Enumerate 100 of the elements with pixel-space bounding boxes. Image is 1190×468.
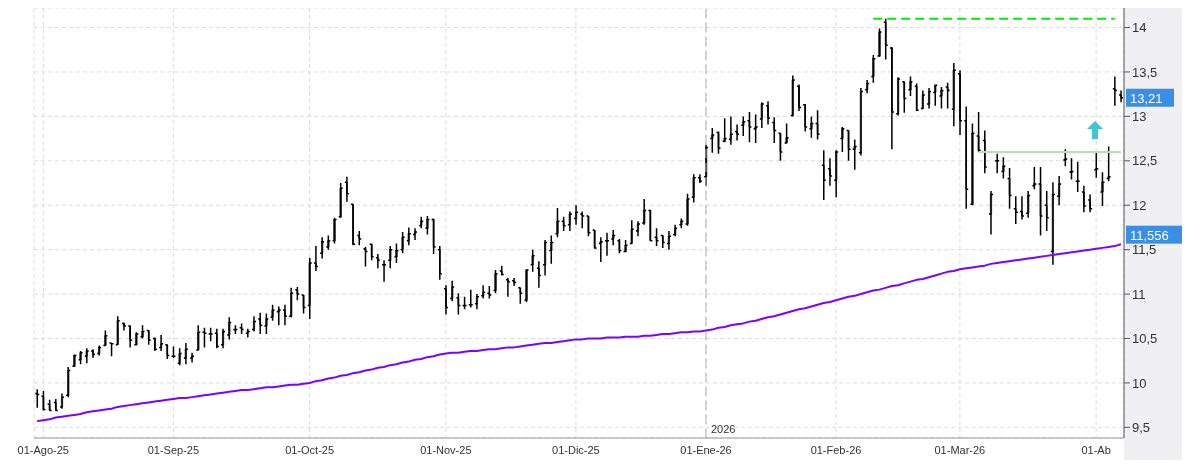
candlestick: [636, 220, 640, 238]
candlestick: [389, 245, 392, 270]
candlestick: [680, 217, 683, 230]
candlestick: [940, 86, 943, 110]
candlestick: [116, 315, 119, 346]
candlestick: [686, 192, 689, 227]
candlestick: [1014, 195, 1017, 225]
candlestick: [1033, 166, 1036, 190]
candlestick: [909, 75, 912, 97]
candlestick: [785, 122, 788, 144]
x-tick-label: 01-Sep-25: [147, 443, 200, 456]
candlestick: [308, 256, 311, 320]
candlestick: [500, 264, 503, 277]
candlestick: [667, 230, 671, 251]
candlestick: [531, 248, 534, 273]
candlestick: [451, 280, 454, 302]
candlestick: [265, 312, 268, 335]
y-tick-label: 14: [1132, 20, 1147, 36]
candlestick: [574, 204, 578, 226]
candlestick: [252, 315, 256, 333]
candlestick: [426, 215, 429, 236]
candlestick: [556, 207, 559, 238]
candlestick: [661, 234, 664, 249]
candlestick: [494, 269, 497, 294]
x-tick-label: 01-Ago-25: [17, 443, 69, 456]
candlestick: [271, 303, 274, 322]
candlestick: [810, 115, 813, 139]
y-tick-label: 10: [1132, 375, 1147, 391]
candlestick: [190, 351, 194, 364]
candlestick: [333, 216, 336, 245]
candlestick: [358, 230, 361, 246]
candlestick: [773, 116, 776, 144]
candlestick: [965, 105, 968, 210]
candlestick: [413, 227, 417, 241]
text: 11,556: [1130, 227, 1169, 243]
candlestick: [277, 305, 280, 326]
candlestick: [290, 287, 293, 318]
candlestick: [822, 149, 825, 201]
x-tick-label: 01-Feb-26: [810, 443, 862, 456]
candlestick: [1107, 145, 1110, 182]
candlestick: [73, 353, 76, 368]
candlestick: [630, 219, 633, 245]
candlestick: [841, 126, 844, 153]
y-tick-label: 9,5: [1132, 419, 1151, 435]
candlestick: [407, 226, 410, 246]
candlestick: [896, 76, 900, 117]
candlestick: [67, 366, 70, 398]
candlestick: [599, 236, 602, 263]
y-tick-label: 12,5: [1132, 153, 1158, 169]
candlestick: [624, 239, 627, 254]
candlestick: [971, 122, 974, 206]
y-tick-label: 11,5: [1132, 242, 1157, 258]
candlestick: [104, 329, 107, 347]
candlestick: [754, 113, 757, 144]
y-tick-label: 13: [1132, 109, 1147, 124]
x-tick-label: 01-Dic-25: [552, 443, 600, 456]
candlestick: [60, 392, 64, 410]
candlestick: [401, 231, 404, 254]
y-tick-label: 11: [1132, 286, 1146, 302]
candlestick: [711, 127, 714, 154]
candlestick: [952, 62, 955, 127]
candlestick: [878, 27, 881, 58]
candlestick: [884, 17, 887, 61]
candlestick: [1051, 181, 1055, 266]
candlestick: [147, 329, 150, 346]
candlestick: [550, 234, 553, 265]
candlestick: [339, 182, 342, 219]
candlestick: [1027, 190, 1030, 219]
y-tick-label: 12: [1132, 197, 1147, 213]
candlestick: [395, 242, 398, 264]
text: 13,21: [1130, 90, 1163, 106]
candlestick: [791, 74, 794, 118]
candlestick: [692, 173, 695, 204]
candlestick: [79, 350, 82, 366]
candlestick: [525, 268, 528, 303]
x-tick-label: 01-Ab: [1081, 443, 1111, 456]
x-tick-label: 01-Nov-25: [420, 443, 472, 456]
candlestick: [903, 80, 906, 114]
x-tick-label: 01-Oct-25: [285, 443, 335, 456]
candlestick: [989, 190, 993, 236]
candlestick: [327, 234, 330, 251]
candlestick: [853, 138, 856, 171]
candlestick: [872, 54, 875, 84]
candlestick: [643, 198, 646, 226]
candlestick: [1045, 190, 1048, 232]
candlestick: [543, 239, 547, 277]
candlestick: [859, 87, 863, 157]
candlestick: [581, 210, 584, 230]
candlestick: [835, 149, 838, 198]
candlestick: [135, 331, 138, 347]
candlestick: [98, 344, 101, 357]
candlestick: [1101, 171, 1104, 207]
line-series: [36, 243, 1122, 423]
x-tick-label: 01-Ene-26: [680, 443, 732, 456]
candlestick: [85, 347, 88, 365]
candlestick: [246, 327, 249, 339]
candlestick: [934, 83, 937, 107]
y-tick-label: 13,5: [1132, 64, 1158, 80]
candlestick: [760, 101, 763, 129]
ref-line-label: 2026: [710, 423, 736, 435]
